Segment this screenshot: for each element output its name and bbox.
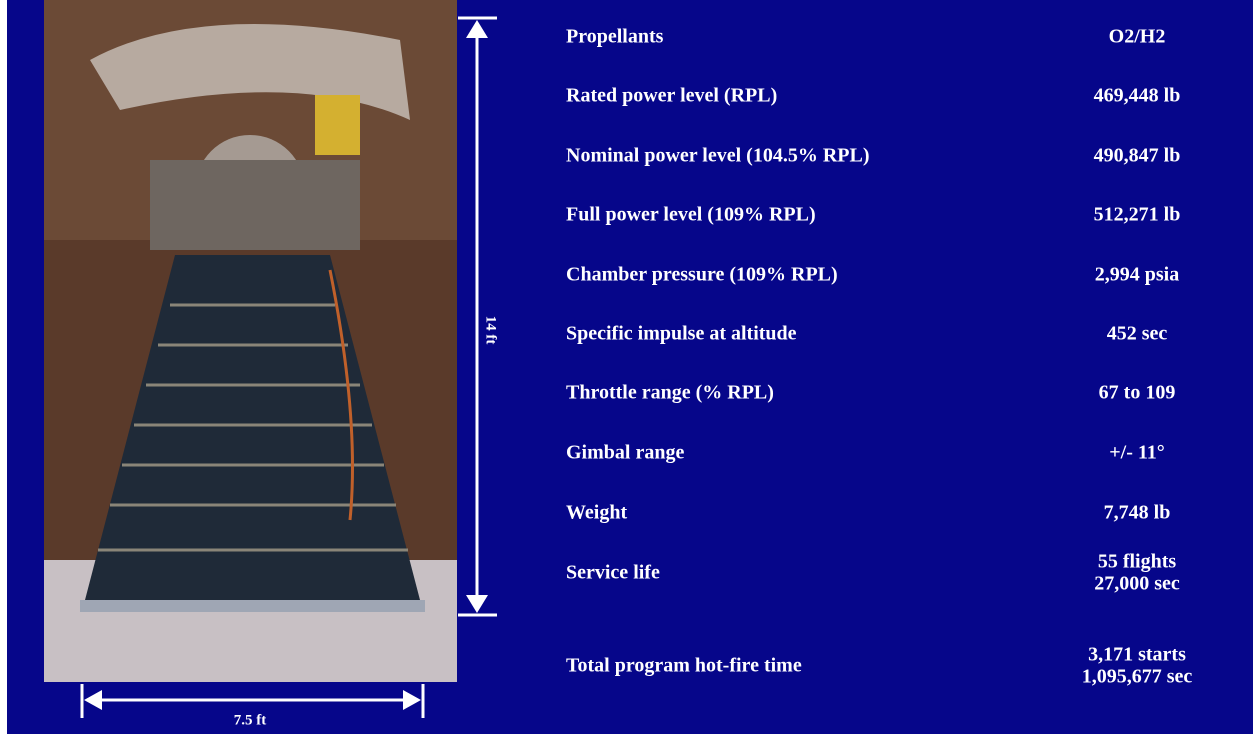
- row-value: 469,448 lb: [1094, 85, 1181, 107]
- row-value: O2/H2: [1109, 26, 1166, 48]
- row-value: 452 sec: [1107, 323, 1168, 345]
- row-label: Rated power level (RPL): [566, 85, 777, 107]
- row-label: Full power level (109% RPL): [566, 204, 816, 226]
- width-label: 7.5 ft: [234, 712, 267, 728]
- row-label: Weight: [566, 502, 627, 524]
- row-label: Gimbal range: [566, 442, 684, 464]
- row-value: 490,847 lb: [1094, 145, 1181, 167]
- row-label: Propellants: [566, 26, 664, 48]
- row-value: 3,171 starts: [1088, 644, 1186, 666]
- row-label: Throttle range (% RPL): [566, 382, 774, 404]
- row-label: Nominal power level (104.5% RPL): [566, 145, 870, 167]
- row-label: Total program hot-fire time: [566, 655, 802, 677]
- row-label: Specific impulse at altitude: [566, 323, 797, 345]
- engine-photo: [44, 0, 457, 682]
- row-label: Service life: [566, 562, 660, 584]
- row-value: 55 flights: [1098, 551, 1177, 573]
- row-value: 1,095,677 sec: [1082, 666, 1193, 688]
- row-label: Chamber pressure (109% RPL): [566, 264, 838, 286]
- row-value: 512,271 lb: [1094, 204, 1181, 226]
- row-value: +/- 11°: [1109, 442, 1165, 464]
- row-value: 27,000 sec: [1094, 573, 1180, 595]
- slide: 14 ft 7.5 ft Propellants O2/H2 Rated power…: [0, 0, 1253, 734]
- row-value: 7,748 lb: [1104, 502, 1171, 524]
- height-label: 14 ft: [483, 316, 499, 345]
- row-value: 67 to 109: [1099, 382, 1176, 404]
- row-value: 2,994 psia: [1095, 264, 1179, 286]
